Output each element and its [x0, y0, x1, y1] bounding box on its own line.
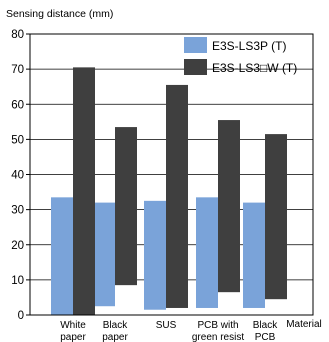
x-axis-label: Material	[286, 319, 322, 330]
bars	[51, 67, 287, 316]
y-axis-label: Sensing distance (mm)	[6, 8, 113, 20]
x-tick-label: Black	[103, 320, 128, 331]
x-tick-label: PCB with	[197, 320, 238, 331]
y-tick-label: 50	[11, 134, 24, 146]
y-tick-label: 80	[11, 29, 24, 41]
x-tick-label: paper	[60, 332, 86, 342]
x-tick-label: paper	[102, 332, 128, 342]
legend-swatch	[184, 59, 207, 75]
x-tick-label: Black	[253, 320, 278, 331]
bar-e3s-ls3w-1	[115, 127, 137, 286]
legend-swatch	[184, 37, 207, 53]
x-tick-label: SUS	[156, 320, 177, 331]
y-tick-label: 20	[11, 240, 24, 252]
y-tick-label: 40	[11, 170, 24, 182]
bar-e3s-ls3p-1	[93, 202, 115, 307]
x-tick-label: White	[60, 320, 86, 331]
y-tick-label: 0	[18, 310, 24, 322]
bar-e3s-ls3p-3	[196, 197, 218, 308]
legend-label: E3S-LS3□W (T)	[212, 61, 297, 75]
bar-e3s-ls3p-0	[51, 197, 73, 315]
y-tick-label: 30	[11, 205, 24, 217]
legend: E3S-LS3P (T) E3S-LS3□W (T)	[184, 37, 297, 75]
bar-e3s-ls3p-4	[243, 202, 265, 308]
y-tick-label: 10	[11, 275, 24, 287]
x-tick-label: green resist	[192, 332, 244, 342]
x-tick-label: PCB	[255, 332, 276, 342]
bar-e3s-ls3w-2	[166, 84, 188, 308]
y-ticks: 0 10 20 30 40 50 60 70 80	[11, 29, 30, 322]
bar-e3s-ls3p-2	[144, 200, 166, 310]
y-tick-label: 60	[11, 99, 24, 111]
y-tick-label: 70	[11, 64, 24, 76]
legend-label: E3S-LS3P (T)	[212, 39, 286, 53]
bar-e3s-ls3w-0	[73, 67, 95, 316]
bar-e3s-ls3w-4	[265, 134, 287, 300]
bar-e3s-ls3w-3	[218, 120, 240, 293]
